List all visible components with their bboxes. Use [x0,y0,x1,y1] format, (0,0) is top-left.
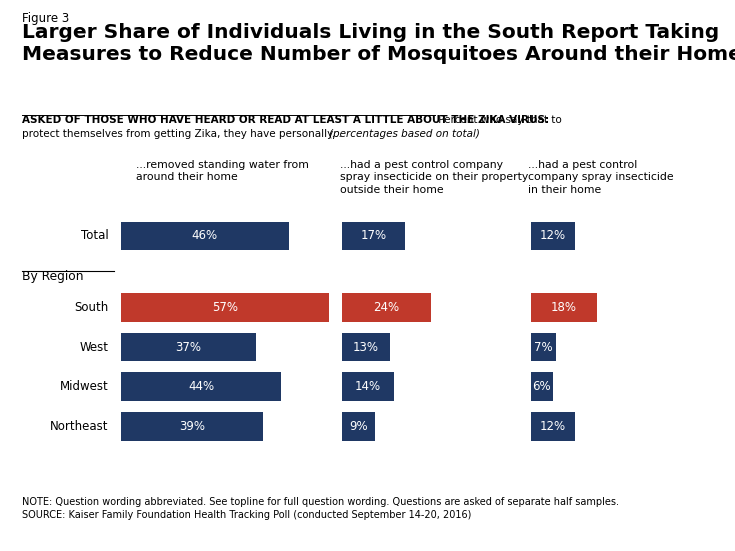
Text: 9%: 9% [349,420,368,433]
Text: Figure 3: Figure 3 [22,12,69,25]
FancyBboxPatch shape [121,333,256,361]
Text: 18%: 18% [551,301,577,314]
Text: KAISER: KAISER [631,507,681,521]
Text: NOTE: Question wording abbreviated. See topline for full question wording. Quest: NOTE: Question wording abbreviated. See … [22,497,619,520]
Text: 57%: 57% [212,301,238,314]
FancyBboxPatch shape [342,293,431,322]
Text: West: West [80,341,109,354]
FancyBboxPatch shape [531,372,553,401]
Text: protect themselves from getting Zika, they have personally...: protect themselves from getting Zika, th… [22,129,345,139]
Text: 12%: 12% [539,420,566,433]
Text: 17%: 17% [360,229,387,242]
Text: ASKED OF THOSE WHO HAVE HEARD OR READ AT LEAST A LITTLE ABOUT THE ZIKA VIRUS:: ASKED OF THOSE WHO HAVE HEARD OR READ AT… [22,115,549,125]
FancyBboxPatch shape [342,412,376,441]
FancyBboxPatch shape [342,222,405,250]
Text: 44%: 44% [188,380,215,393]
Text: 12%: 12% [539,229,566,242]
Text: FAMILY: FAMILY [631,519,681,532]
Text: 7%: 7% [534,341,553,354]
Text: 46%: 46% [192,229,218,242]
Text: Northeast: Northeast [50,420,109,433]
Text: South: South [74,301,109,314]
Text: 6%: 6% [532,380,551,393]
FancyBboxPatch shape [342,372,394,401]
Text: ...removed standing water from
around their home: ...removed standing water from around th… [136,160,309,182]
FancyBboxPatch shape [121,222,289,250]
Text: Larger Share of Individuals Living in the South Report Taking
Measures to Reduce: Larger Share of Individuals Living in th… [22,23,735,64]
Text: 24%: 24% [373,301,400,314]
Text: 37%: 37% [176,341,201,354]
FancyBboxPatch shape [531,333,556,361]
Text: ...had a pest control
company spray insecticide
in their home: ...had a pest control company spray inse… [528,160,673,195]
Text: (percentages based on total): (percentages based on total) [329,129,480,139]
FancyBboxPatch shape [121,293,329,322]
FancyBboxPatch shape [531,293,597,322]
FancyBboxPatch shape [531,222,575,250]
Text: 39%: 39% [179,420,205,433]
Text: Midwest: Midwest [60,380,109,393]
Text: Total: Total [81,229,109,242]
Text: FOUNDATION: FOUNDATION [630,534,682,540]
Text: Percent who say that to: Percent who say that to [435,115,562,125]
FancyBboxPatch shape [342,333,390,361]
Text: 14%: 14% [355,380,381,393]
FancyBboxPatch shape [121,412,263,441]
Text: ...had a pest control company
spray insecticide on their property
outside their : ...had a pest control company spray inse… [340,160,528,195]
Text: THE HENRY J.: THE HENRY J. [635,499,677,504]
Text: By Region: By Region [22,270,84,283]
FancyBboxPatch shape [531,412,575,441]
FancyBboxPatch shape [121,372,282,401]
Text: 13%: 13% [353,341,379,354]
